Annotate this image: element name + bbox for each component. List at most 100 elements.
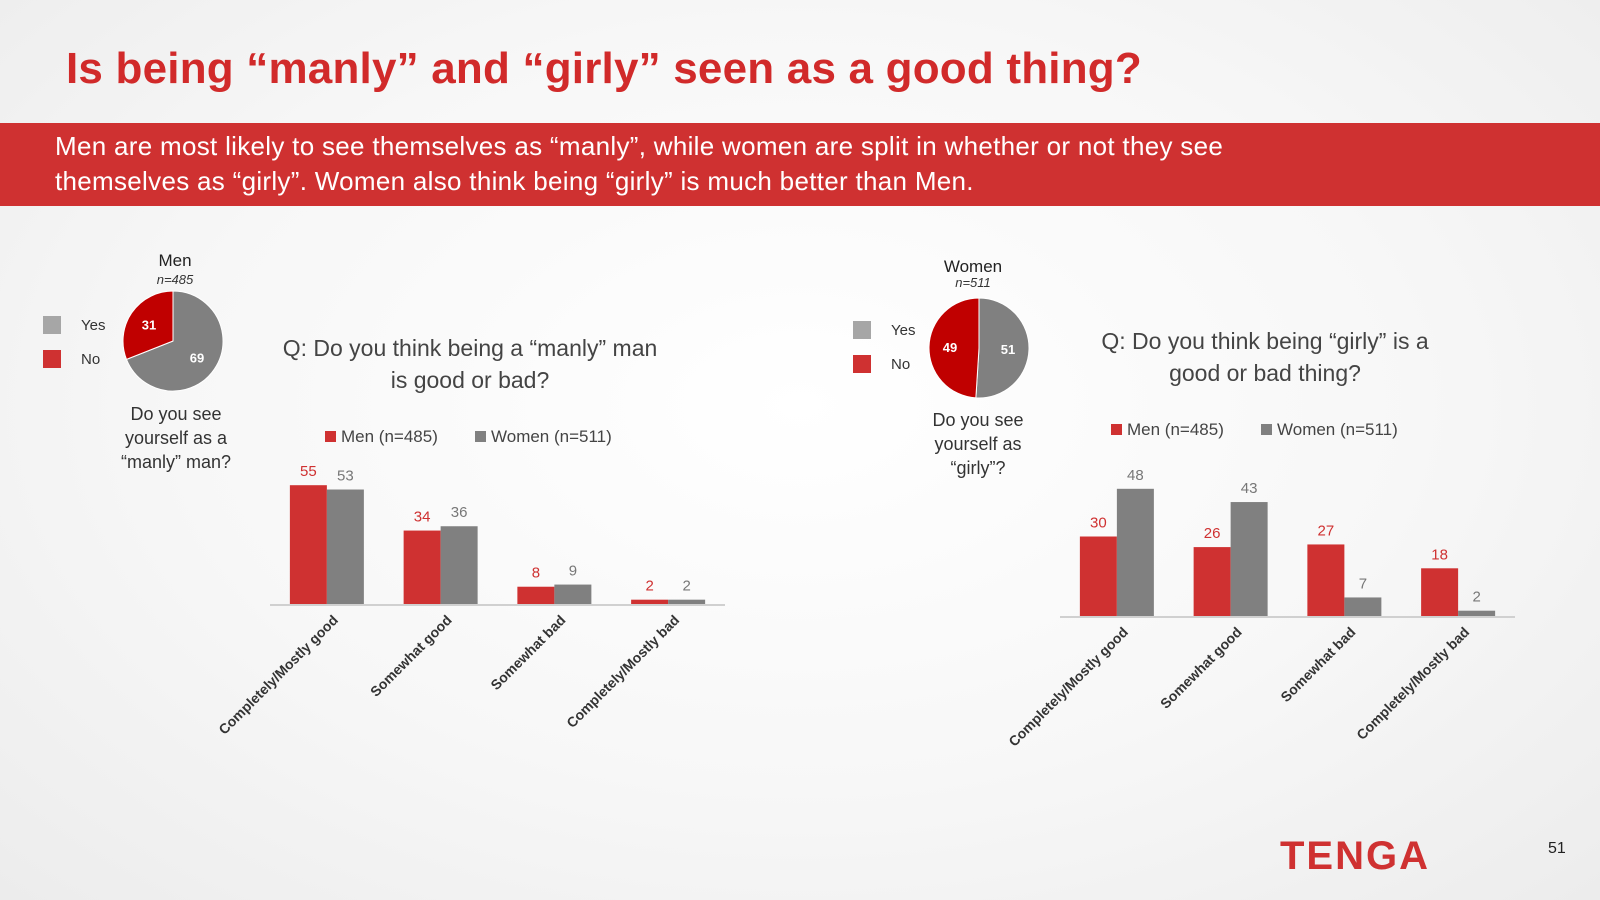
bar-men bbox=[1421, 568, 1459, 616]
legend-swatch-icon bbox=[325, 431, 336, 442]
legend-swatch-icon bbox=[475, 431, 486, 442]
bar-data-label: 2 bbox=[645, 578, 653, 595]
women-legend-yes: Yes bbox=[853, 321, 915, 339]
pie-slice-no bbox=[122, 290, 174, 361]
bar-men bbox=[1193, 547, 1231, 616]
bar-data-label: 27 bbox=[1318, 522, 1335, 539]
legend-label: Men (n=485) bbox=[1127, 420, 1224, 439]
legend-entry: Men (n=485) bbox=[1111, 420, 1224, 439]
category-tick-label: Somewhat bad bbox=[487, 612, 568, 693]
bar-men bbox=[1307, 544, 1345, 616]
question-line: “manly” man? bbox=[120, 452, 232, 472]
bar-data-label: 7 bbox=[1359, 575, 1367, 592]
bar-data-label: 43 bbox=[1241, 480, 1258, 497]
question-line: yourself as bbox=[934, 434, 1022, 454]
legend-swatch-icon bbox=[853, 355, 871, 373]
legend-label: Women (n=511) bbox=[1277, 420, 1398, 439]
manly-bar-chart: Men (n=485) Women (n=511) 55 53 Completely/M… bbox=[215, 427, 725, 738]
bar-women bbox=[1458, 610, 1496, 616]
legend-label: Women (n=511) bbox=[491, 427, 612, 446]
bar-women bbox=[668, 599, 706, 604]
women-legend-no: No bbox=[853, 355, 910, 373]
bar-data-label: 26 bbox=[1204, 525, 1221, 542]
category-tick-label: Completely/Mostly good bbox=[215, 612, 341, 738]
banner-line-1: Men are most likely to see themselves as… bbox=[55, 131, 1224, 161]
pie-data-label: 69 bbox=[190, 350, 204, 365]
question-line: Q: Do you think being a “manly” man bbox=[282, 335, 658, 361]
bar-men bbox=[517, 586, 555, 604]
category-tick-label: Completely/Mostly good bbox=[1005, 624, 1131, 750]
bar-data-label: 8 bbox=[532, 565, 540, 582]
legend-swatch-icon bbox=[1111, 424, 1122, 435]
legend-swatch-icon bbox=[853, 321, 871, 339]
bar-data-label: 53 bbox=[337, 468, 354, 485]
question-line: yourself as a bbox=[124, 428, 228, 448]
legend-label: Men (n=485) bbox=[341, 427, 438, 446]
category-tick-label: Completely/Mostly bad bbox=[1353, 624, 1472, 743]
women-pie-n: n=511 bbox=[955, 275, 991, 290]
tenga-logo: TENGA bbox=[1280, 834, 1430, 878]
women-pie-title: Women bbox=[943, 257, 1003, 276]
legend-label: No bbox=[891, 355, 911, 373]
category-tick-label: Completely/Mostly bad bbox=[563, 612, 682, 731]
legend-entry: Women (n=511) bbox=[475, 427, 612, 446]
question-line: Do you see bbox=[932, 410, 1024, 430]
legend-entry: Women (n=511) bbox=[1261, 420, 1398, 439]
legend-label: Yes bbox=[81, 316, 106, 334]
girly-bar-chart: Men (n=485) Women (n=511) 30 48 Completely/M… bbox=[1005, 420, 1515, 750]
bar-data-label: 2 bbox=[682, 578, 690, 595]
bar-data-label: 48 bbox=[1127, 467, 1144, 484]
bar-data-label: 9 bbox=[569, 563, 577, 580]
men-pie-question: Do you see yourself as a “manly” man? bbox=[101, 402, 251, 474]
bar-men bbox=[403, 530, 441, 604]
category-tick-label: Somewhat good bbox=[367, 612, 455, 700]
legend-swatch-icon bbox=[43, 316, 61, 334]
bar-data-label: 55 bbox=[300, 463, 317, 480]
pie-data-label: 49 bbox=[943, 340, 957, 355]
page-number: 51 bbox=[1548, 840, 1566, 857]
men-pie-chart: 69 31 bbox=[122, 290, 224, 392]
bar-women bbox=[1344, 597, 1382, 616]
category-tick-label: Somewhat bad bbox=[1277, 624, 1358, 705]
bar-data-label: 36 bbox=[451, 504, 468, 521]
banner-line-2: themselves as “girly”. Women also think … bbox=[55, 166, 974, 196]
question-line: good or bad thing? bbox=[1169, 360, 1361, 386]
question-line: is good or bad? bbox=[390, 367, 550, 393]
women-pie-question: Do you see yourself as “girly”? bbox=[903, 408, 1053, 480]
women-pie-chart: 51 49 bbox=[928, 297, 1030, 399]
bar-men bbox=[1079, 536, 1117, 616]
legend-label: Yes bbox=[891, 321, 916, 339]
bar-data-label: 2 bbox=[1472, 589, 1480, 606]
bar-women bbox=[326, 489, 364, 604]
bar-women bbox=[440, 526, 478, 604]
bar-women bbox=[554, 584, 592, 604]
bar-men bbox=[289, 485, 327, 604]
bar-data-label: 34 bbox=[414, 509, 431, 526]
bar-men bbox=[631, 599, 669, 604]
legend-entry: Men (n=485) bbox=[325, 427, 438, 446]
legend-swatch-icon bbox=[1261, 424, 1272, 435]
question-line: “girly”? bbox=[950, 458, 1006, 478]
logo-text: TENGA bbox=[1280, 834, 1430, 878]
men-legend-no: No bbox=[43, 350, 100, 368]
manly-chart-question: Q: Do you think being a “manly” man is g… bbox=[265, 332, 675, 396]
pie-data-label: 51 bbox=[1001, 342, 1015, 357]
pie-slice-yes bbox=[975, 297, 1030, 399]
bar-data-label: 30 bbox=[1090, 515, 1107, 532]
pie-data-label: 31 bbox=[142, 318, 156, 333]
bar-data-label: 18 bbox=[1431, 546, 1448, 563]
men-pie-n: n=485 bbox=[156, 272, 194, 287]
legend-swatch-icon bbox=[43, 350, 61, 368]
pie-slice-yes bbox=[125, 290, 224, 392]
legend-label: No bbox=[81, 350, 101, 368]
question-line: Do you see bbox=[130, 404, 222, 424]
question-line: Q: Do you think being “girly” is a bbox=[1101, 328, 1429, 354]
bar-women bbox=[1230, 502, 1268, 616]
page-title: Is being “manly” and “girly” seen as a g… bbox=[66, 44, 1142, 93]
girly-chart-question: Q: Do you think being “girly” is a good … bbox=[1060, 325, 1470, 389]
men-pie-title: Men bbox=[158, 251, 192, 270]
bar-women bbox=[1116, 488, 1154, 616]
category-tick-label: Somewhat good bbox=[1157, 624, 1245, 712]
men-legend-yes: Yes bbox=[43, 316, 105, 334]
summary-banner: Men are most likely to see themselves as… bbox=[0, 123, 1600, 206]
